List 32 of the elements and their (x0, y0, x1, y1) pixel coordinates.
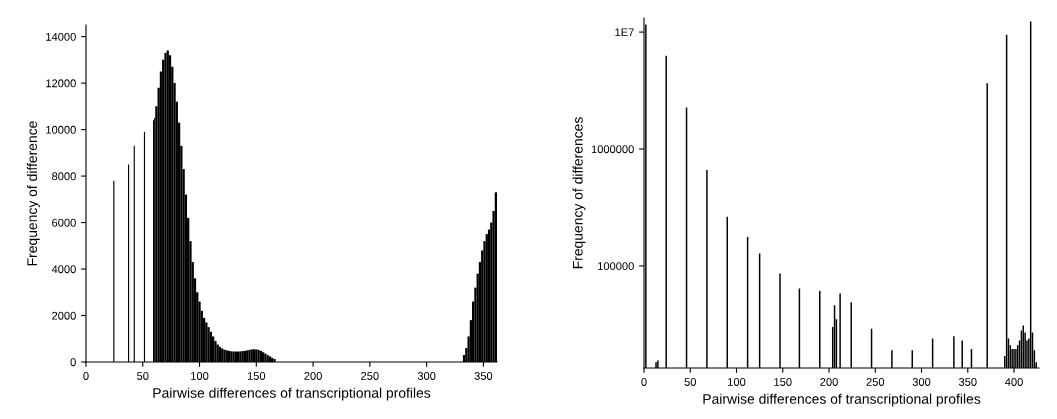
x-tick-label: 250 (361, 372, 379, 380)
x-tick-label: 350 (474, 372, 493, 380)
x-axis-title: Pairwise differences of transcriptional profiles (703, 393, 981, 407)
x-tick-label: 150 (247, 372, 266, 380)
y-axis-title: Frequency of difference (26, 121, 40, 266)
x-tick-label: 400 (1005, 378, 1023, 386)
x-tick-label: 100 (728, 378, 746, 386)
x-tick-label: 200 (820, 378, 838, 386)
x-tick-label: 50 (684, 378, 696, 386)
y-tick-label: 14000 (46, 32, 76, 41)
x-tick-label: 200 (304, 372, 322, 380)
x-tick-label: 250 (866, 378, 885, 386)
x-tick-label: 300 (417, 372, 436, 380)
x-axis-title: Pairwise differences of transcriptional profiles (153, 387, 431, 401)
y-tick-label: 12000 (46, 79, 76, 88)
y-tick-label: 2000 (52, 311, 76, 320)
y-tick-label: 100000 (598, 262, 634, 271)
y-tick-label: 6000 (52, 218, 76, 227)
y-tick-label: 4000 (51, 265, 76, 274)
x-tick-label: 350 (958, 378, 977, 386)
x-tick-label: 50 (137, 372, 149, 380)
y-tick-label: 8000 (52, 172, 76, 181)
y-tick-label: 1000000 (591, 145, 634, 154)
y-tick-label: 1E7 (615, 28, 634, 37)
y-tick-label: 0 (70, 358, 76, 367)
x-tick-label: 0 (83, 372, 89, 380)
x-tick-label: 300 (912, 378, 931, 386)
x-tick-label: 100 (191, 372, 209, 380)
x-tick-label: 0 (641, 378, 647, 386)
y-tick-label: 10000 (46, 125, 76, 134)
y-axis-title: Frequency of differences (572, 117, 586, 269)
x-tick-label: 150 (774, 378, 792, 386)
